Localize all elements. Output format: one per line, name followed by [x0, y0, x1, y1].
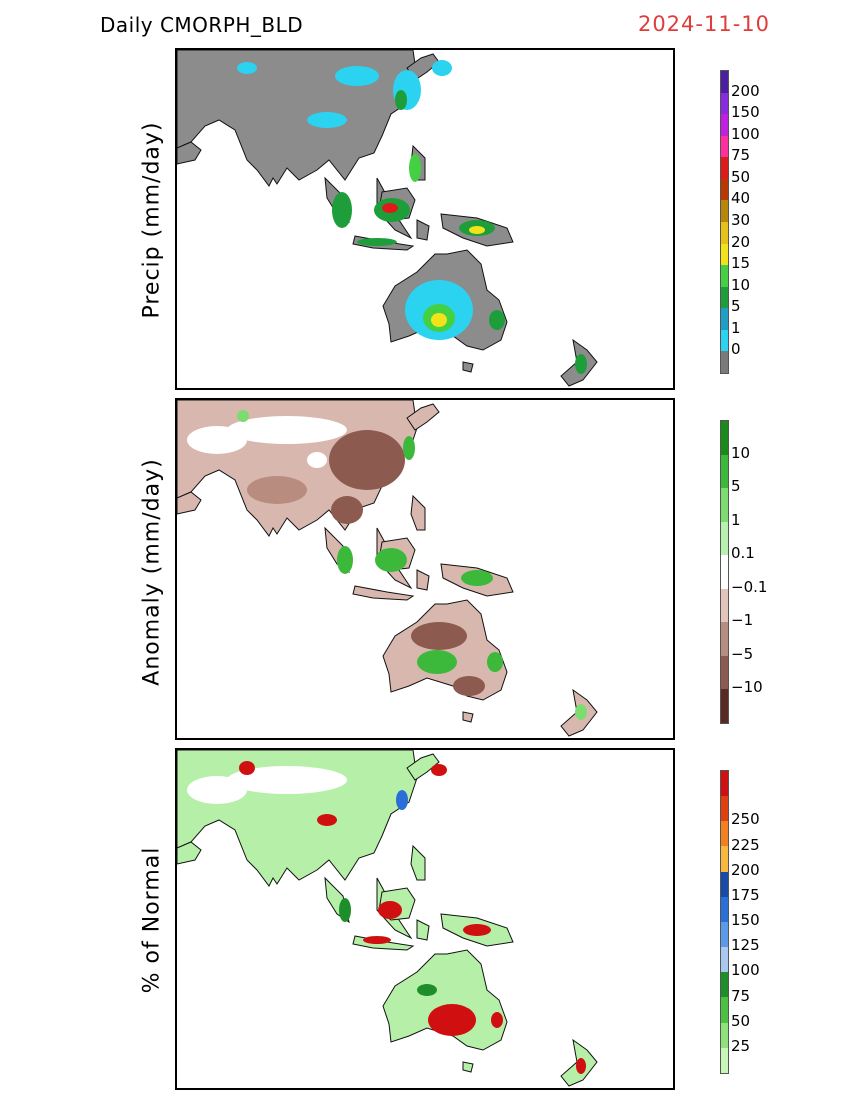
- colorbar-segment: [721, 421, 728, 455]
- colorbar-segment: [721, 871, 728, 897]
- colorbar-tick-label: 125: [731, 936, 760, 955]
- percent-cells: [187, 761, 586, 1074]
- colorbar-segment: [721, 71, 728, 93]
- colorbar-tick-label: 175: [731, 885, 760, 904]
- colorbar-segment: [721, 821, 728, 847]
- colorbar-tick-label: 10: [731, 443, 751, 462]
- colorbar-tick-label: 150: [731, 103, 760, 122]
- colorbar-tick-label: −0.1: [731, 577, 768, 596]
- colorbar-segment: [721, 689, 728, 723]
- colorbar-tick-label: 10: [731, 275, 751, 294]
- colorbar-segment: [721, 521, 728, 556]
- panel-anomaly-ylabel: Anomaly (mm/day): [139, 458, 165, 686]
- panel-percent-ylabel: % of Normal: [139, 846, 165, 994]
- colorbar-segment: [721, 1022, 728, 1048]
- colorbar-tick-label: −10: [731, 678, 763, 697]
- colorbar-segment: [721, 588, 728, 623]
- colorbar-segment: [721, 921, 728, 948]
- colorbar-segment: [721, 947, 728, 973]
- colorbar-tick-label: 1: [731, 318, 741, 337]
- colorbar-tick-label: 150: [731, 911, 760, 929]
- colorbar-tick-label: 225: [731, 835, 760, 854]
- colorbar-segment: [721, 555, 728, 589]
- precip-map-svg: [177, 50, 598, 387]
- colorbar-tick-label: 40: [731, 189, 751, 208]
- precip-colorbar: [720, 70, 729, 374]
- colorbar-tick-label: 5: [731, 297, 741, 316]
- anomaly-colorbar: [720, 420, 729, 724]
- colorbar-tick-label: 100: [731, 124, 760, 143]
- colorbar-tick-label: 5: [731, 477, 741, 496]
- precip-rain-cells: [237, 60, 587, 374]
- colorbar-segment: [721, 92, 728, 115]
- colorbar-segment: [721, 114, 728, 136]
- colorbar-segment: [721, 329, 728, 352]
- colorbar-segment: [721, 488, 728, 522]
- panel-anomaly-map: [175, 398, 675, 740]
- colorbar-segment: [721, 243, 728, 266]
- anomaly-cells: [187, 410, 587, 720]
- colorbar-segment: [721, 771, 728, 797]
- colorbar-tick-label: 75: [731, 986, 751, 1005]
- colorbar-segment: [721, 221, 728, 244]
- colorbar-segment: [721, 157, 728, 179]
- colorbar-segment: [721, 796, 728, 822]
- colorbar-segment: [721, 200, 728, 222]
- percent-colorbar: [720, 770, 729, 1074]
- panel-precip-ylabel: Precip (mm/day): [139, 121, 165, 319]
- colorbar-segment: [721, 265, 728, 287]
- colorbar-tick-label: 200: [731, 81, 760, 100]
- colorbar-segment: [721, 972, 728, 998]
- colorbar-segment: [721, 351, 728, 373]
- colorbar-tick-label: 50: [731, 1011, 751, 1030]
- chart-title: Daily CMORPH_BLD: [100, 13, 304, 37]
- colorbar-segment: [721, 655, 728, 690]
- colorbar-tick-label: 0.1: [731, 544, 755, 563]
- colorbar-tick-label: −5: [731, 644, 754, 663]
- chart-date: 2024-11-10: [637, 12, 770, 36]
- anomaly-map-svg: [177, 400, 598, 737]
- colorbar-segment: [721, 178, 728, 201]
- colorbar-tick-label: 250: [731, 810, 760, 829]
- percent-map-svg: [177, 750, 598, 1087]
- colorbar-segment: [721, 308, 728, 330]
- colorbar-segment: [721, 896, 728, 922]
- colorbar-tick-label: 30: [731, 211, 751, 229]
- colorbar-tick-label: 1: [731, 510, 741, 529]
- colorbar-tick-label: 15: [731, 254, 751, 273]
- colorbar-segment: [721, 286, 728, 309]
- colorbar-tick-label: 20: [731, 232, 751, 251]
- colorbar-tick-label: 0: [731, 340, 741, 359]
- colorbar-segment: [721, 997, 728, 1023]
- colorbar-tick-label: −1: [731, 611, 754, 630]
- colorbar-segment: [721, 1047, 728, 1073]
- colorbar-segment: [721, 135, 728, 158]
- colorbar-tick-label: 50: [731, 167, 751, 186]
- panel-percent-map: [175, 748, 675, 1090]
- colorbar-tick-label: 100: [731, 961, 760, 980]
- colorbar-tick-label: 200: [731, 860, 760, 879]
- colorbar-segment: [721, 622, 728, 656]
- colorbar-tick-label: 25: [731, 1036, 751, 1055]
- colorbar-segment: [721, 846, 728, 872]
- colorbar-tick-label: 75: [731, 146, 751, 165]
- colorbar-segment: [721, 454, 728, 489]
- panel-precip-map: [175, 48, 675, 390]
